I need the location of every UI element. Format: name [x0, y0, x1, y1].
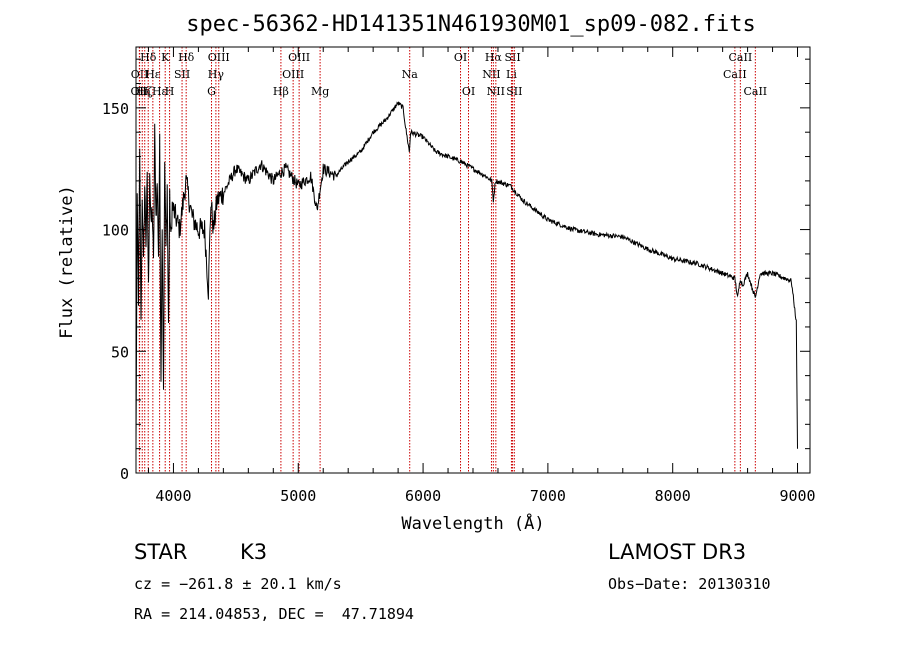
line-label: NII: [482, 68, 500, 81]
survey-name: LAMOST DR3: [608, 540, 747, 564]
axis-ticks: 4000 5000 6000 7000 8000 9000 0 50 100 150: [102, 47, 816, 505]
line-label: OII: [131, 85, 149, 98]
line-label: SII: [174, 68, 190, 81]
line-label: NII: [487, 85, 505, 98]
object-subclass: K3: [240, 540, 268, 564]
x-tick-label: 9000: [779, 487, 815, 505]
line-label: SII: [504, 51, 520, 64]
x-tick-label: 7000: [530, 487, 566, 505]
line-label: G: [207, 85, 216, 98]
y-tick-label: 150: [102, 100, 129, 118]
object-class: STAR: [134, 540, 188, 564]
line-label: Hδ: [140, 51, 157, 64]
line-label: Hα: [485, 51, 503, 64]
line-label: Na: [402, 68, 419, 81]
redshift-velocity: cz = −261.8 ± 20.1 km/s: [134, 575, 342, 593]
chart-title: spec-56362-HD141351N461930M01_sp09-082.f…: [186, 12, 756, 37]
line-label: Hε: [145, 68, 161, 81]
line-label: OI: [462, 85, 475, 98]
line-label: K: [161, 51, 170, 64]
line-label: OIII: [288, 51, 310, 64]
line-label: Li: [506, 68, 517, 81]
x-tick-label: 6000: [405, 487, 441, 505]
line-label: OII: [131, 68, 149, 81]
spectrum-line: [135, 101, 798, 449]
line-label: Hε: [152, 85, 168, 98]
line-label: Mg: [311, 85, 329, 98]
line-label: Hζ: [137, 85, 153, 98]
plot-frame: [135, 46, 811, 474]
x-tick-label: 5000: [280, 487, 316, 505]
x-tick-label: 4000: [155, 487, 191, 505]
line-label: Hδ: [178, 51, 195, 64]
line-label: OIII: [282, 68, 304, 81]
observation-date: Obs−Date: 20130310: [608, 575, 771, 593]
line-label: OIII: [208, 51, 230, 64]
line-label: CaII: [743, 85, 767, 98]
line-label: H: [165, 85, 175, 98]
y-axis-label: Flux (relative): [57, 185, 77, 339]
line-label: OI: [454, 51, 467, 64]
line-label: Hη: [134, 85, 150, 98]
line-label: Hγ: [208, 68, 225, 81]
line-label: CaII: [729, 51, 753, 64]
sky-coordinates: RA = 214.04853, DEC = 47.71894: [134, 605, 414, 623]
spectrum-series: [135, 101, 798, 449]
line-label: CaII: [723, 68, 747, 81]
y-tick-label: 0: [120, 465, 129, 483]
x-axis-label: Wavelength (Å): [401, 512, 544, 534]
y-tick-label: 50: [111, 343, 129, 361]
line-label: SII: [506, 85, 522, 98]
line-label: Hβ: [273, 85, 289, 98]
y-tick-label: 100: [102, 222, 129, 240]
x-tick-label: 8000: [655, 487, 691, 505]
